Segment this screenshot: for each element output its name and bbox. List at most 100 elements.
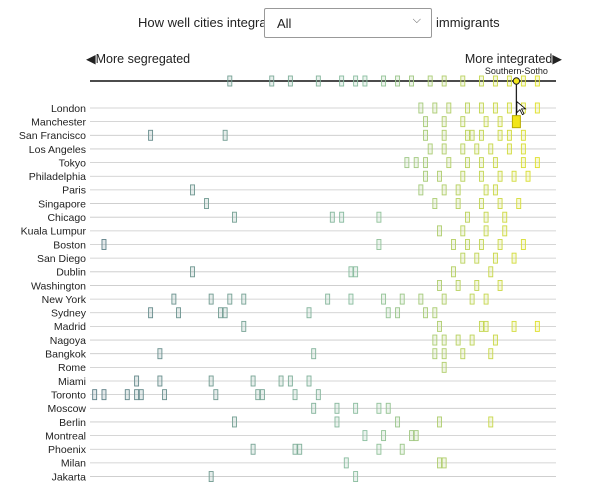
data-mark <box>441 334 447 346</box>
city-row: Moscow <box>47 402 556 415</box>
data-mark <box>399 443 405 455</box>
data-mark <box>376 239 382 250</box>
data-mark <box>460 116 466 128</box>
data-mark <box>306 375 312 387</box>
data-mark <box>222 129 228 141</box>
data-mark <box>451 266 456 278</box>
city-row: London <box>51 102 556 115</box>
data-mark <box>441 184 447 196</box>
city-label: Washington <box>31 280 86 292</box>
data-mark <box>478 170 484 182</box>
top-strip-mark <box>460 75 466 87</box>
top-strip-mark <box>269 75 275 87</box>
data-mark <box>432 102 438 114</box>
data-mark <box>138 389 144 401</box>
data-mark <box>460 252 466 264</box>
data-mark <box>469 334 475 346</box>
data-mark <box>409 430 414 442</box>
data-mark <box>148 129 154 141</box>
city-row: Boston <box>53 239 556 251</box>
city-label: Bangkok <box>45 349 87 361</box>
data-mark <box>348 266 354 278</box>
data-mark <box>483 116 489 128</box>
data-mark <box>465 157 470 169</box>
data-mark <box>441 143 447 155</box>
data-mark <box>446 157 452 169</box>
data-mark <box>218 307 223 319</box>
city-row: Bangkok <box>45 348 556 361</box>
data-mark <box>483 320 489 332</box>
top-strip-mark <box>362 75 368 87</box>
city-row: San Diego <box>37 252 556 265</box>
data-mark <box>520 239 526 250</box>
data-mark <box>437 457 442 469</box>
data-mark <box>478 320 484 332</box>
data-mark <box>478 198 484 210</box>
data-mark <box>497 129 503 141</box>
data-mark <box>469 129 475 141</box>
data-mark <box>329 211 335 223</box>
city-row: Los Angeles <box>29 143 556 156</box>
data-mark <box>441 361 447 373</box>
data-mark <box>250 375 256 387</box>
data-mark <box>334 402 340 414</box>
data-mark <box>534 102 540 114</box>
data-mark <box>353 402 359 414</box>
group-select[interactable]: All ⌵ <box>264 8 432 38</box>
header: How well cities integrate All ⌵ immigran… <box>0 8 600 38</box>
data-mark <box>432 198 438 210</box>
data-mark <box>423 157 428 169</box>
city-label: San Diego <box>37 253 86 265</box>
highlight-label: Southern-Sotho <box>485 66 548 76</box>
highlight-mark <box>511 115 521 129</box>
data-mark <box>488 348 494 360</box>
data-mark <box>427 143 433 155</box>
data-mark <box>465 211 470 223</box>
city-label: Paris <box>62 185 86 197</box>
data-mark <box>385 307 391 319</box>
data-mark <box>208 375 214 387</box>
city-row: Madrid <box>54 320 556 333</box>
mouse-pointer-icon <box>516 100 527 116</box>
data-mark <box>381 293 387 305</box>
data-mark <box>124 389 130 401</box>
data-mark <box>432 334 438 346</box>
city-label: Phoenix <box>48 444 87 456</box>
city-row: Paris <box>62 184 556 197</box>
data-mark <box>502 225 508 237</box>
data-mark <box>134 389 140 401</box>
data-mark <box>213 389 219 401</box>
city-label: Nagoya <box>50 335 86 347</box>
data-mark <box>469 293 475 305</box>
city-label: London <box>51 103 86 115</box>
data-mark <box>497 280 503 291</box>
data-mark <box>478 102 484 114</box>
city-label: San Francisco <box>19 130 86 142</box>
data-mark <box>465 129 470 141</box>
top-strip-mark <box>381 75 387 87</box>
data-mark <box>190 266 195 278</box>
city-label: Manchester <box>31 116 86 128</box>
city-label: Toronto <box>51 389 86 401</box>
data-mark <box>460 170 466 182</box>
city-label: New York <box>42 294 87 306</box>
city-label: Rome <box>58 362 86 374</box>
data-mark <box>474 143 480 155</box>
data-mark <box>423 307 428 319</box>
data-mark <box>278 375 284 387</box>
data-mark <box>306 307 312 319</box>
city-label: Tokyo <box>59 157 87 169</box>
data-mark <box>241 293 247 305</box>
data-mark <box>385 402 391 414</box>
more-integrated-label: More integrated▶ <box>465 52 563 66</box>
data-mark <box>478 157 484 169</box>
data-mark <box>101 389 107 401</box>
data-mark <box>297 443 303 455</box>
data-mark <box>204 198 209 210</box>
data-mark <box>353 266 359 278</box>
data-mark <box>460 348 466 360</box>
data-mark <box>478 129 484 141</box>
data-mark <box>506 129 512 141</box>
group-select-value: All <box>277 16 292 31</box>
